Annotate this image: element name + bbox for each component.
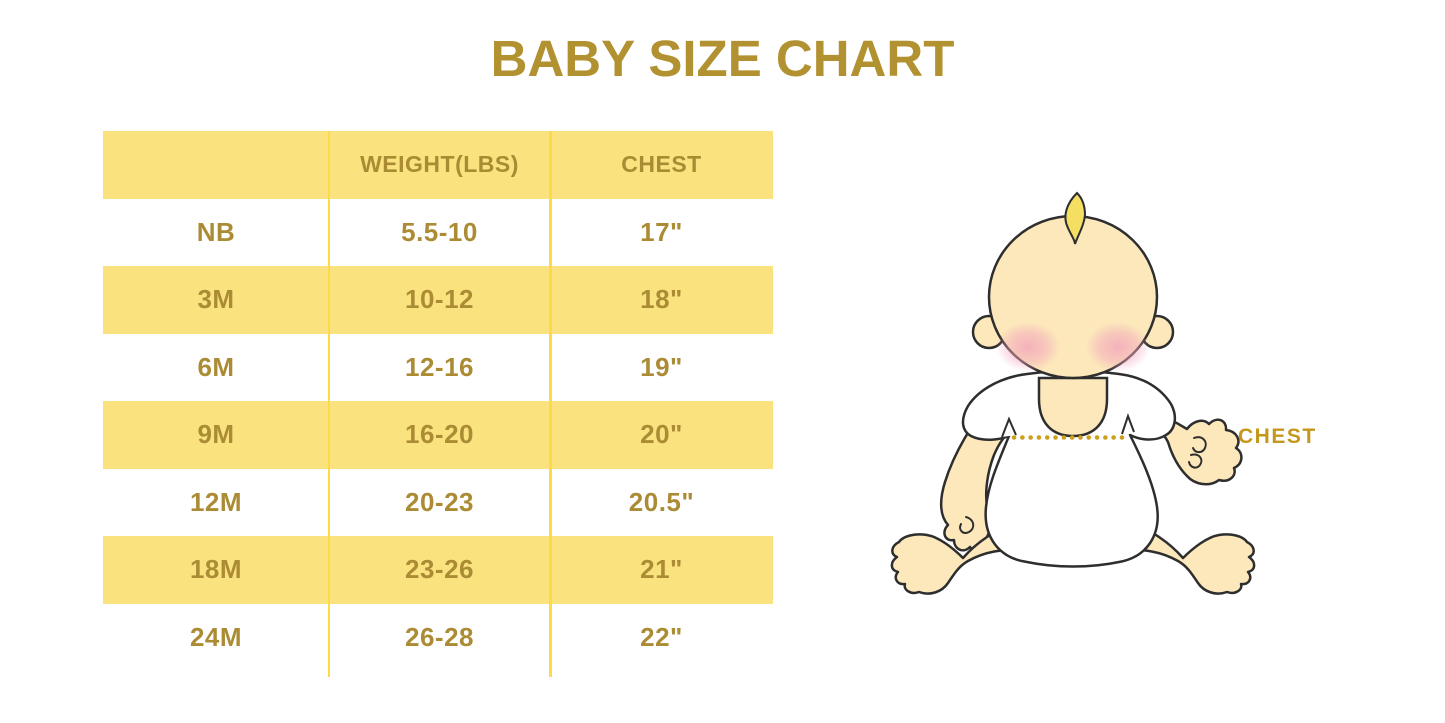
weight-cell: 26-28 (405, 621, 474, 652)
table-row: NB 5.5-10 17" (103, 199, 773, 267)
chest-cell: 17" (640, 216, 683, 247)
size-cell: 24M (189, 621, 243, 652)
table-header-row: WEIGHT(LBS) CHEST (103, 131, 773, 199)
weight-cell: 23-26 (405, 554, 474, 584)
baby-left-leg (890, 519, 1024, 595)
weight-cell: 10-12 (405, 284, 474, 314)
chest-cell: 21" (640, 554, 683, 584)
baby-illustration (880, 185, 1340, 605)
table-row: 9M 16-20 20" (103, 401, 773, 469)
chest-cell: 18" (640, 284, 683, 314)
chest-cell: 19" (640, 351, 683, 382)
table-row: 6M 12-16 19" (103, 334, 773, 402)
size-cell: 18M (189, 554, 243, 584)
size-cell: 6M (197, 351, 235, 382)
chest-cell: 20.5" (628, 486, 695, 517)
header-cell-weight: WEIGHT(LBS) (360, 151, 519, 177)
chest-cell: 22" (640, 621, 683, 652)
weight-cell: 20-23 (405, 486, 474, 517)
table-row: 12M 20-23 20.5" (103, 469, 773, 537)
baby-hair-curl (1064, 191, 1087, 245)
chest-measurement-label: CHEST (1238, 425, 1317, 448)
size-cell: NB (196, 216, 236, 247)
baby-left-cheek-blush (996, 322, 1060, 372)
size-table: WEIGHT(LBS) CHEST NB 5.5-10 17" 3M 10-12… (103, 131, 773, 671)
sleeve-notch-right (1121, 413, 1135, 435)
table-column-divider (327, 131, 330, 677)
header-cell-chest: CHEST (621, 151, 702, 177)
table-row: 3M 10-12 18" (103, 266, 773, 334)
size-cell: 3M (197, 284, 235, 314)
chest-cell: 20" (640, 419, 683, 449)
page-title: BABY SIZE CHART (490, 30, 955, 87)
table-column-divider (549, 131, 552, 677)
size-cell: 9M (197, 419, 235, 449)
baby-illustration-svg (890, 191, 1256, 595)
weight-cell: 16-20 (405, 419, 474, 449)
size-cell: 12M (189, 486, 243, 517)
table-row: 24M 26-28 22" (103, 604, 773, 672)
sleeve-notch-left (1001, 416, 1017, 438)
baby-right-cheek-blush (1086, 322, 1150, 372)
weight-cell: 5.5-10 (401, 216, 478, 247)
baby-neck (1037, 376, 1109, 438)
baby-right-leg (1122, 519, 1256, 595)
weight-cell: 12-16 (405, 351, 474, 382)
baby-onesie (961, 369, 1177, 568)
table-row: 18M 23-26 21" (103, 536, 773, 604)
